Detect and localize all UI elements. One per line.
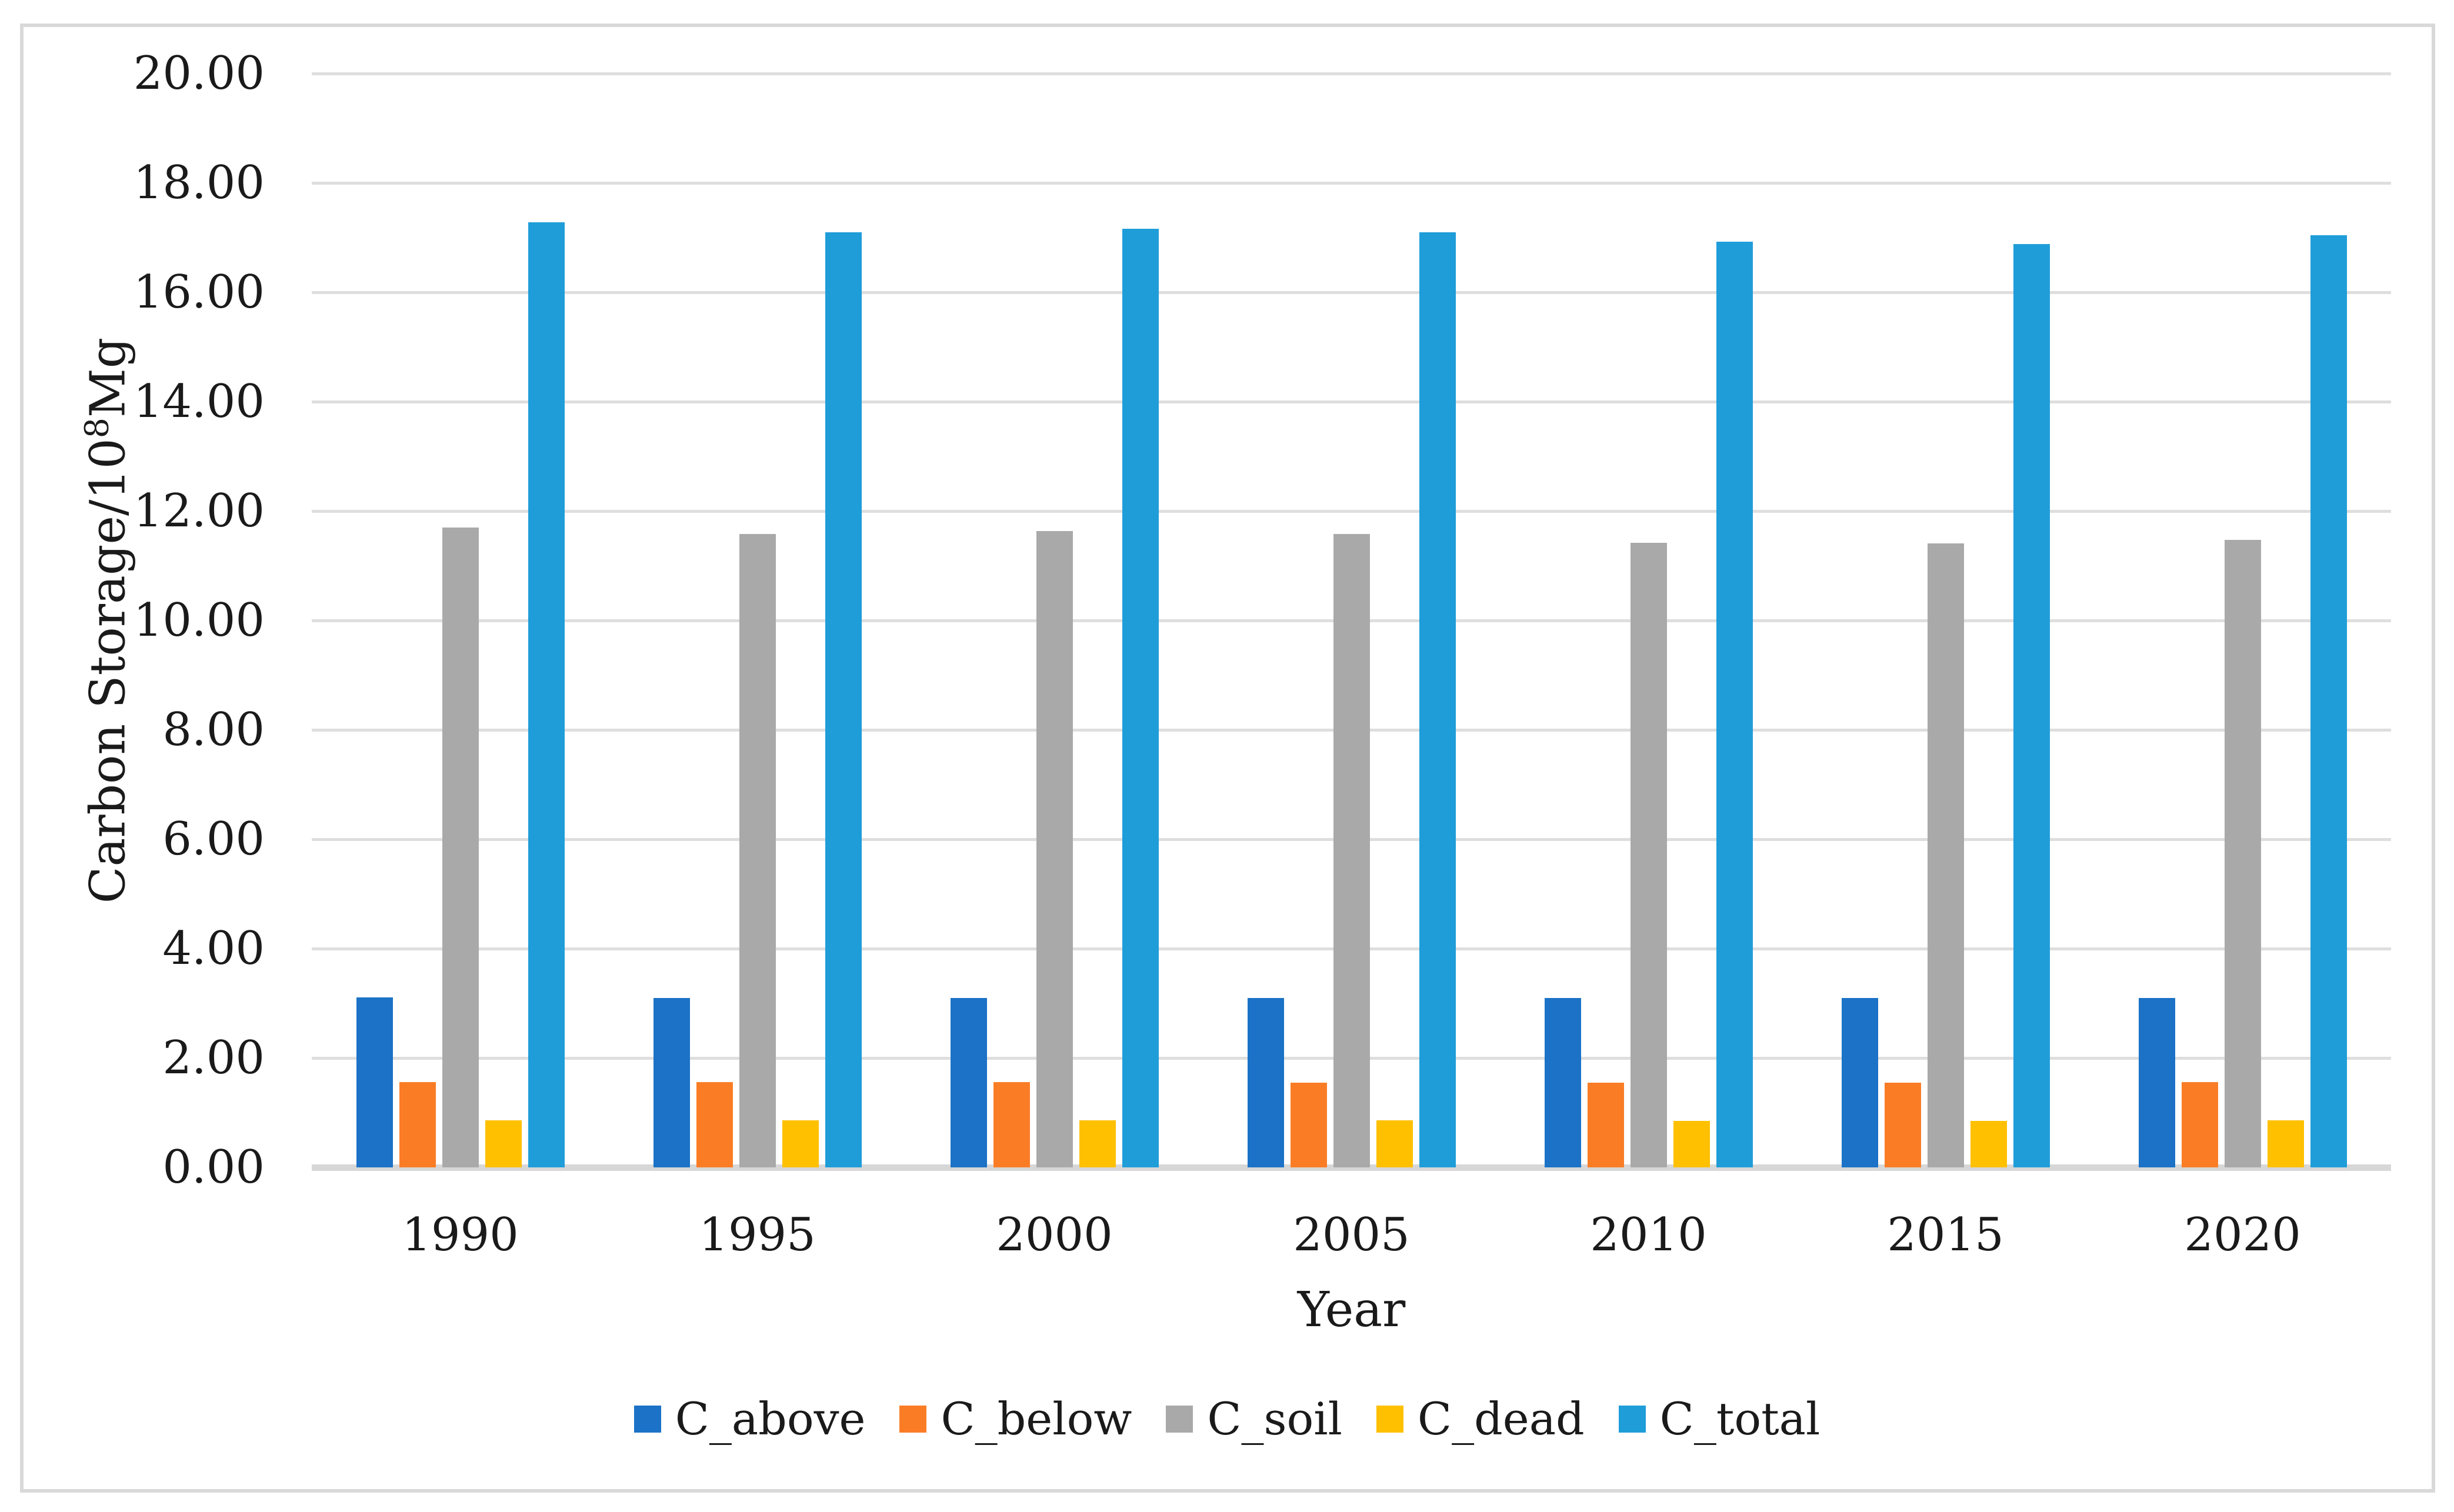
- legend: C_above C_below C_soil C_dead C_total: [0, 1393, 2454, 1446]
- legend-item-c_dead: C_dead: [1376, 1393, 1585, 1446]
- bar-c_total-1990: [528, 222, 565, 1167]
- x-axis-line: [312, 1164, 2391, 1171]
- bar-c_dead-2020: [2267, 1120, 2304, 1167]
- y-tick-label-4.00: 4.00: [162, 922, 265, 975]
- bar-c_above-2020: [2138, 997, 2175, 1167]
- bar-c_above-2010: [1544, 997, 1581, 1167]
- gridline-16.00: [312, 291, 2391, 294]
- legend-label: C_dead: [1417, 1393, 1585, 1445]
- y-tick-label-2.00: 2.00: [162, 1032, 265, 1084]
- y-tick-label-6.00: 6.00: [162, 813, 265, 866]
- bar-c_total-2000: [1122, 229, 1159, 1167]
- bar-c_below-2020: [2181, 1082, 2218, 1167]
- y-tick-label-16.00: 16.00: [133, 266, 265, 319]
- legend-label: C_below: [941, 1393, 1132, 1445]
- x-axis-title: Year: [1297, 1282, 1406, 1338]
- y-tick-label-8.00: 8.00: [162, 703, 265, 756]
- bar-group-2005: [1203, 74, 1500, 1167]
- bar-c_dead-1995: [782, 1120, 819, 1167]
- bar-c_soil-2015: [1927, 543, 1964, 1167]
- y-tick-label-12.00: 12.00: [133, 485, 265, 538]
- y-axis-title-suffix: Mg: [80, 337, 136, 418]
- plot-area: [312, 72, 2391, 1171]
- legend-label: C_total: [1659, 1393, 1821, 1445]
- bar-c_above-2000: [950, 997, 987, 1167]
- x-tick-label-2020: 2020: [2184, 1209, 2301, 1261]
- bar-c_below-2005: [1290, 1082, 1327, 1167]
- legend-marker-icon: [1166, 1406, 1193, 1433]
- x-tick-label-1990: 1990: [402, 1209, 519, 1261]
- x-tick-label-1995: 1995: [699, 1209, 816, 1261]
- legend-item-c_above: C_above: [633, 1393, 866, 1446]
- bar-c_below-1995: [696, 1082, 733, 1167]
- bar-group-1990: [312, 74, 609, 1167]
- y-tick-label-18.00: 18.00: [133, 156, 265, 209]
- bar-group-2010: [1500, 74, 1797, 1167]
- x-tick-label-2015: 2015: [1887, 1209, 2004, 1261]
- bar-c_soil-2000: [1036, 530, 1073, 1167]
- legend-item-c_below: C_below: [899, 1393, 1132, 1446]
- legend-marker-icon: [1618, 1406, 1646, 1433]
- bar-c_above-2005: [1247, 997, 1284, 1167]
- bar-c_above-1990: [356, 997, 393, 1167]
- bar-c_soil-1995: [739, 534, 776, 1167]
- gridline-20.00: [312, 72, 2391, 75]
- bar-c_total-1995: [825, 232, 862, 1167]
- bar-groups: [312, 74, 2391, 1167]
- bar-group-2000: [906, 74, 1203, 1167]
- legend-marker-icon: [1376, 1406, 1403, 1433]
- bar-c_soil-1990: [442, 527, 479, 1167]
- bar-group-1995: [609, 74, 906, 1167]
- bar-group-2015: [1797, 74, 2094, 1167]
- y-tick-label-20.00: 20.00: [133, 47, 265, 100]
- legend-marker-icon: [899, 1406, 927, 1433]
- y-tick-label-10.00: 10.00: [133, 594, 265, 647]
- bar-c_total-2015: [2013, 244, 2050, 1167]
- legend-item-c_soil: C_soil: [1166, 1393, 1342, 1446]
- bar-c_dead-2005: [1376, 1120, 1413, 1167]
- y-tick-label-0.00: 0.00: [162, 1141, 265, 1194]
- bar-c_above-2015: [1841, 997, 1878, 1167]
- y-tick-label-14.00: 14.00: [133, 375, 265, 428]
- bar-c_below-2000: [993, 1082, 1030, 1167]
- bar-c_dead-1990: [485, 1120, 522, 1167]
- y-axis-title: Carbon Storage/108Mg: [78, 338, 136, 904]
- x-tick-label-2005: 2005: [1293, 1209, 1410, 1261]
- bar-c_total-2010: [1716, 241, 1753, 1167]
- bar-c_soil-2010: [1630, 542, 1667, 1167]
- legend-label: C_above: [675, 1393, 866, 1445]
- bar-c_above-1995: [653, 997, 690, 1167]
- bar-c_total-2020: [2310, 235, 2347, 1167]
- bar-c_soil-2020: [2224, 540, 2261, 1167]
- bar-c_below-1990: [399, 1082, 436, 1167]
- x-tick-label-2000: 2000: [996, 1209, 1113, 1261]
- bar-c_dead-2000: [1079, 1120, 1116, 1167]
- bar-group-2020: [2094, 74, 2391, 1167]
- legend-label: C_soil: [1207, 1393, 1342, 1445]
- gridline-18.00: [312, 182, 2391, 185]
- gridline-14.00: [312, 400, 2391, 403]
- gridline-12.00: [312, 510, 2391, 513]
- bar-c_below-2010: [1587, 1082, 1624, 1167]
- bar-c_below-2015: [1884, 1082, 1921, 1167]
- x-tick-label-2010: 2010: [1590, 1209, 1707, 1261]
- legend-marker-icon: [633, 1406, 661, 1433]
- bar-c_total-2005: [1419, 232, 1456, 1167]
- y-axis-title-prefix: Carbon Storage/10: [80, 438, 136, 904]
- bar-c_dead-2010: [1673, 1121, 1710, 1167]
- bar-c_soil-2005: [1333, 534, 1370, 1167]
- y-axis-title-superscript: 8: [78, 418, 116, 439]
- x-axis-tick-labels: 1990 1995 2000 2005 2010 2015 2020: [312, 1207, 2391, 1263]
- bar-c_dead-2015: [1970, 1121, 2007, 1167]
- legend-item-c_total: C_total: [1618, 1393, 1821, 1446]
